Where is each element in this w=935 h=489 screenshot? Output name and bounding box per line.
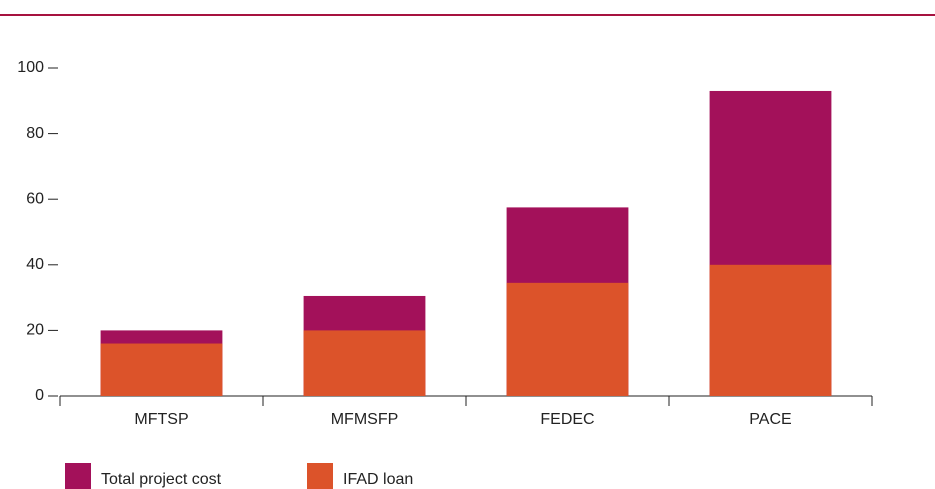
y-tick-label: 100 <box>17 59 44 76</box>
bar <box>709 264 832 396</box>
x-tick-label: FEDEC <box>540 411 594 428</box>
y-tick-label: 80 <box>26 125 44 142</box>
legend-swatch <box>65 463 91 489</box>
bar <box>100 343 223 396</box>
bar <box>303 330 426 396</box>
y-tick-label: 20 <box>26 322 44 339</box>
x-tick-label: PACE <box>749 411 791 428</box>
x-tick-label: MFTSP <box>134 411 188 428</box>
x-tick-label: MFMSFP <box>331 411 399 428</box>
y-tick-label: 40 <box>26 256 44 273</box>
bar <box>506 282 629 396</box>
legend-swatch <box>307 463 333 489</box>
legend-label: IFAD loan <box>343 471 413 488</box>
legend-label: Total project cost <box>101 471 222 488</box>
y-tick-label: 60 <box>26 190 44 207</box>
y-tick-label: 0 <box>35 387 44 404</box>
